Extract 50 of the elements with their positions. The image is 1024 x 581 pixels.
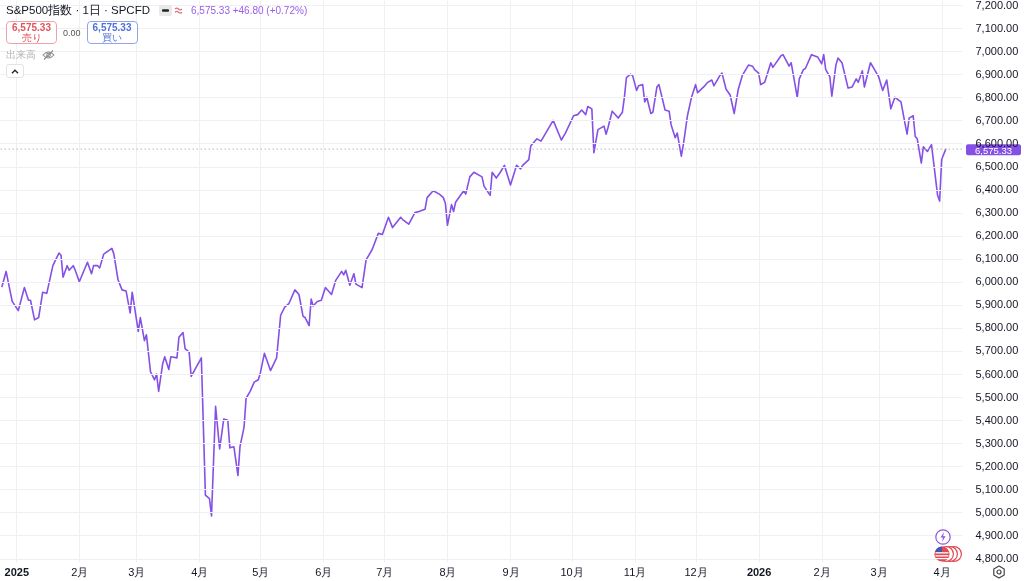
y-tick-label: 6,000.00 (975, 275, 1019, 288)
y-tick-label: 5,600.00 (975, 367, 1019, 380)
x-tick-label: 4月 (191, 565, 209, 578)
y-tick-label: 6,400.00 (975, 183, 1019, 196)
y-tick-label: 5,900.00 (975, 298, 1019, 311)
y-tick-label: 7,100.00 (975, 21, 1019, 34)
x-tick-label: 3月 (870, 565, 888, 578)
x-tick-label: 4月 (933, 565, 951, 578)
x-tick-label: 8月 (439, 565, 457, 578)
y-tick-label: 6,800.00 (975, 90, 1019, 103)
annotation: 売り (21, 31, 42, 43)
y-tick-label: 6,500.00 (975, 160, 1019, 172)
y-tick-label: 5,100.00 (975, 482, 1019, 495)
y-tick-label: 6,100.00 (975, 252, 1019, 265)
x-tick-label: 7月 (376, 565, 394, 578)
y-tick-label: 5,400.00 (975, 413, 1019, 426)
y-tick-label: 6,700.00 (975, 113, 1019, 126)
x-tick-label: 6月 (315, 565, 333, 578)
y-tick-label: 7,200.00 (975, 0, 1019, 11)
x-tick-label: 3月 (128, 565, 146, 578)
y-tick-label: 4,900.00 (975, 528, 1019, 541)
y-tick-label: 6,900.00 (975, 67, 1019, 80)
annotation: 0.00 (63, 27, 81, 38)
sell-button: 6,575.33 売り (6, 21, 57, 44)
x-tick-label: 5月 (252, 565, 270, 578)
x-tick-label: 2025 (4, 565, 30, 578)
x-tick-label: 2月 (813, 565, 831, 578)
y-tick-label: 6,200.00 (975, 229, 1019, 242)
chart-title: S&P500指数 · 1日 · SPCFD (6, 2, 151, 18)
y-tick-label: 4,800.00 (975, 552, 1019, 565)
buy-button: 6,575.33 買い (86, 21, 138, 44)
annotation: 6,575.33 (12, 21, 51, 33)
x-tick-label: 2月 (71, 565, 89, 578)
annotation: 買い (102, 31, 123, 43)
y-tick-label: 6,300.00 (975, 206, 1019, 219)
x-tick-label: 11月 (623, 565, 647, 578)
x-tick-label: 2026 (746, 565, 772, 578)
y-tick-label: 7,000.00 (975, 44, 1019, 57)
x-tick-label: 9月 (502, 565, 520, 578)
y-tick-label: 5,300.00 (975, 436, 1019, 449)
y-tick-label: 5,200.00 (975, 459, 1019, 472)
y-tick-label: 5,500.00 (975, 390, 1019, 403)
x-tick-label: 10月 (560, 565, 584, 578)
y-tick-label: 5,700.00 (975, 344, 1019, 357)
annotation: 6,575.33 (92, 21, 132, 33)
y-tick-label: 5,800.00 (975, 321, 1019, 334)
annotation: 出来高 (6, 48, 36, 62)
x-tick-label: 12月 (684, 565, 708, 578)
y-tick-label: 5,000.00 (975, 505, 1019, 518)
annotation: 6,575.33 +46.80 (+0.72%) (191, 4, 308, 16)
